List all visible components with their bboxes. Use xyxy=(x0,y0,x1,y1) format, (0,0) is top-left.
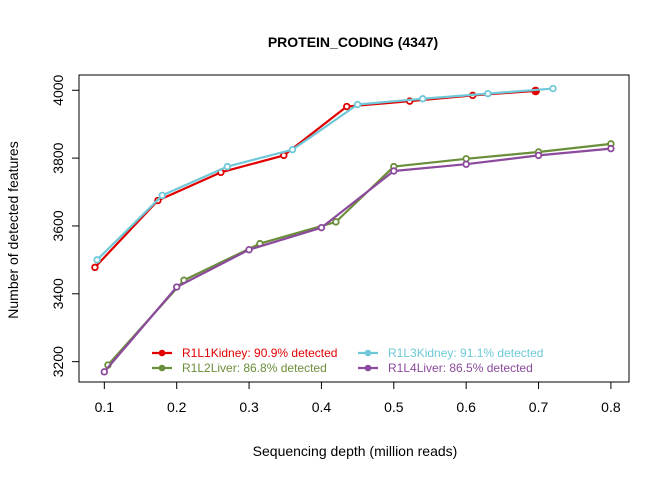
y-axis-label: Number of detected features xyxy=(5,141,21,318)
x-tick-label: 0.1 xyxy=(95,399,115,415)
x-axis-label: Sequencing depth (million reads) xyxy=(253,443,458,459)
series-line-segment xyxy=(320,169,395,229)
data-point xyxy=(158,191,166,200)
series-line-segment xyxy=(219,154,285,174)
data-point xyxy=(534,151,543,160)
data-point xyxy=(343,102,351,111)
x-tick-label: 0.2 xyxy=(167,399,187,415)
series-line-segment xyxy=(537,147,613,157)
legend-swatch-marker xyxy=(364,349,372,357)
series xyxy=(91,86,540,272)
data-point xyxy=(484,89,492,98)
data-point xyxy=(549,84,557,93)
series-line-segment xyxy=(356,97,424,106)
legend-swatch-marker xyxy=(158,364,166,372)
series-line-segment xyxy=(156,171,222,202)
series-line-segment xyxy=(103,285,178,373)
series-layer xyxy=(91,84,615,376)
data-point xyxy=(317,223,326,232)
series-line-segment xyxy=(175,248,251,289)
data-point xyxy=(223,162,232,171)
data-point xyxy=(419,95,427,103)
y-tick-label: 3200 xyxy=(50,346,66,377)
x-tick-label: 0.6 xyxy=(456,399,476,415)
legend-entry: R1L2Liver: 86.8% detected xyxy=(182,361,327,375)
data-point xyxy=(245,246,253,254)
x-tick-label: 0.4 xyxy=(312,399,332,415)
plot-frame xyxy=(78,74,630,383)
series-line-segment xyxy=(392,157,468,168)
series-line-segment xyxy=(486,87,555,95)
legend-entry: R1L1Kidney: 90.9% detected xyxy=(182,346,337,360)
y-tick-label: 3400 xyxy=(50,278,66,309)
x-tick-label: 0.5 xyxy=(384,399,404,415)
series-line-segment xyxy=(421,92,489,100)
series-line-segment xyxy=(95,194,164,261)
data-point xyxy=(93,256,101,264)
series-line-segment xyxy=(291,103,359,151)
series-line-segment xyxy=(161,165,229,197)
data-point xyxy=(353,100,362,109)
series-line-segment xyxy=(465,150,540,160)
x-tick-label: 0.8 xyxy=(601,399,621,415)
series-line-segment xyxy=(226,148,294,168)
series-line-segment xyxy=(465,154,540,166)
series-line-segment xyxy=(392,163,468,173)
data-point xyxy=(288,145,297,154)
data-point xyxy=(462,160,470,168)
y-tick-label: 3800 xyxy=(50,142,66,173)
y-axis: 3200 3400 3600 3800 4000 xyxy=(50,74,79,377)
x-tick-label: 0.3 xyxy=(239,399,259,415)
x-tick-label: 0.7 xyxy=(529,399,549,415)
series xyxy=(104,140,615,369)
series-line-segment xyxy=(247,226,323,251)
data-point xyxy=(607,144,615,153)
data-point xyxy=(172,283,181,291)
legend-entry: R1L4Liver: 86.5% detected xyxy=(388,361,533,375)
series xyxy=(100,144,615,376)
series-line-segment xyxy=(537,142,613,154)
legend-entry: R1L3Kidney: 91.1% detected xyxy=(388,346,543,360)
y-tick-label: 3600 xyxy=(50,210,66,241)
data-point xyxy=(390,167,398,175)
legend-swatch-marker xyxy=(158,349,166,357)
chart-title: PROTEIN_CODING (4347) xyxy=(268,34,438,50)
data-point xyxy=(91,263,99,272)
series xyxy=(93,84,557,264)
y-tick-label: 4000 xyxy=(50,74,66,105)
data-point xyxy=(332,218,340,226)
legend-swatch-marker xyxy=(364,364,372,372)
data-point xyxy=(100,368,109,376)
x-axis: 0.1 0.2 0.3 0.4 0.5 0.6 0.7 0.8 xyxy=(95,382,621,415)
